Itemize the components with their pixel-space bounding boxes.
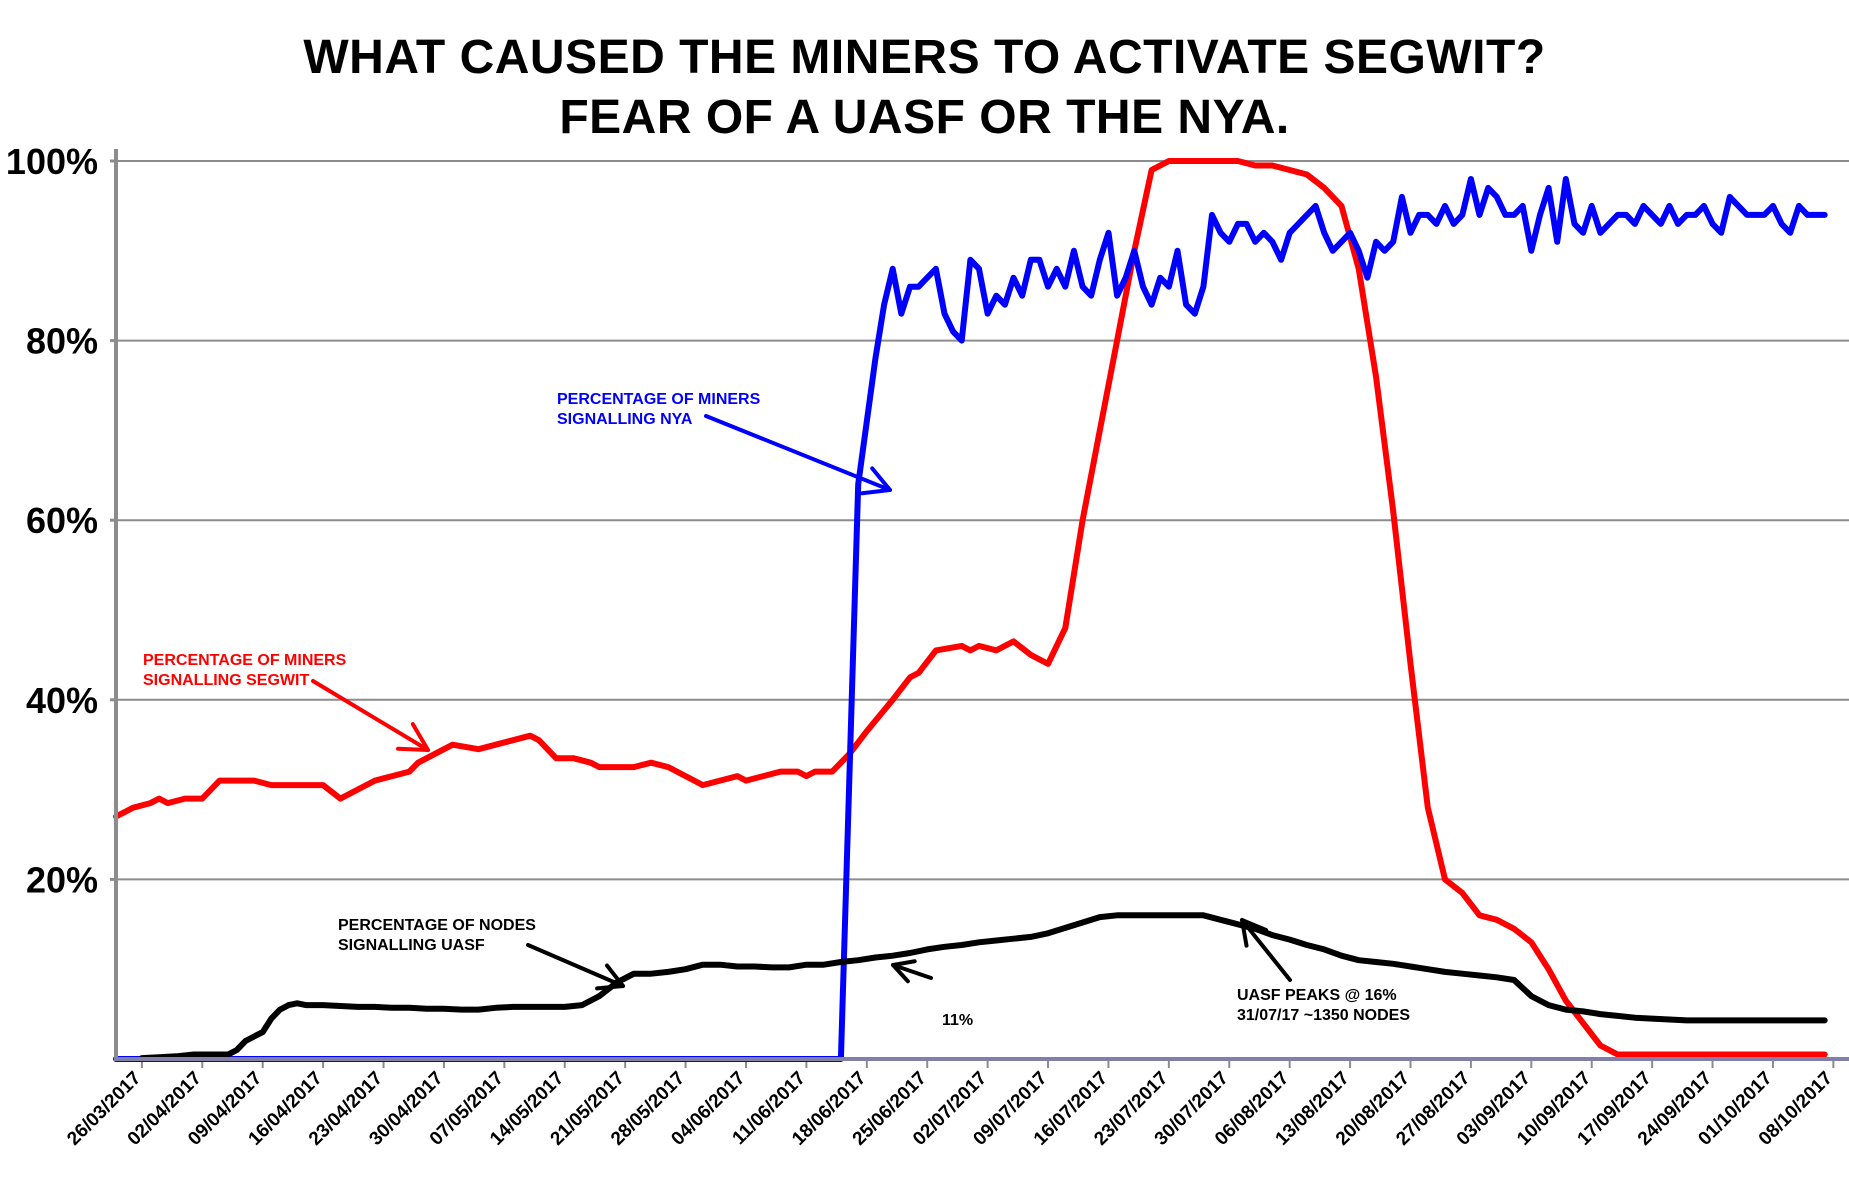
nya-annotation: PERCENTAGE OF MINERS SIGNALLING NYA	[557, 391, 761, 428]
annotations: PERCENTAGE OF MINERS SIGNALLING NYAPERCEN…	[143, 391, 1410, 1029]
y-tick-label: 100%	[6, 141, 98, 182]
annotation-line: SIGNALLING NYA	[557, 411, 693, 428]
chart-subtitle: FEAR OF A UASF OR THE NYA.	[559, 91, 1290, 144]
series-lines	[113, 158, 1828, 1062]
annotation-line: 31/07/17 ~1350 NODES	[1237, 1007, 1410, 1024]
nya-arrow	[704, 414, 892, 496]
arrow-head	[595, 963, 625, 991]
uasf-11-percent-annotation: 11%	[942, 1012, 973, 1029]
segwit-arrow	[311, 679, 430, 752]
chart-title: WHAT CAUSED THE MINERS TO ACTIVATE SEGWI…	[303, 31, 1546, 84]
grid-lines	[116, 160, 1849, 881]
arrow-shaft	[1240, 918, 1292, 982]
y-tick-label: 40%	[26, 680, 98, 721]
arrow-shaft	[311, 679, 430, 752]
chart-title-block: WHAT CAUSED THE MINERS TO ACTIVATE SEGWI…	[0, 28, 1849, 148]
segwit-annotation: PERCENTAGE OF MINERS SIGNALLING SEGWIT	[143, 652, 347, 689]
uasf-arrow	[526, 943, 625, 991]
annotation-line: PERCENTAGE OF MINERS	[557, 391, 761, 408]
annotation-line: SIGNALLING SEGWIT	[143, 672, 309, 689]
arrow-head	[891, 959, 917, 984]
annotation-line: PERCENTAGE OF MINERS	[143, 652, 347, 669]
11-percent-arrow	[891, 959, 933, 984]
uasf-peak-arrow	[1240, 918, 1292, 982]
arrow-shaft	[704, 414, 892, 492]
arrow-shaft	[526, 943, 625, 988]
y-tick-label: 60%	[26, 500, 98, 541]
nya-series-line	[113, 176, 1828, 1062]
y-tick-label: 20%	[26, 859, 98, 900]
annotation-line: UASF PEAKS @ 16%	[1237, 987, 1397, 1004]
uasf-annotation: PERCENTAGE OF NODES SIGNALLING UASF	[338, 917, 536, 954]
arrow-shaft	[891, 963, 933, 980]
annotation-line: SIGNALLING UASF	[338, 937, 485, 954]
annotation-line: 11%	[942, 1012, 973, 1029]
arrow-head	[396, 722, 430, 752]
uasf-series-line	[138, 912, 1828, 1062]
annotation-line: PERCENTAGE OF NODES	[338, 917, 536, 934]
x-axis-ticks: 26/03/201702/04/201709/04/201716/04/2017…	[63, 1059, 1837, 1150]
segwit-series-line	[113, 158, 1828, 1058]
uasf-peak-annotation: UASF PEAKS @ 16% 31/07/17 ~1350 NODES	[1237, 987, 1410, 1024]
y-axis-ticks: 20% 40% 60% 80% 100%	[6, 141, 116, 900]
y-tick-label: 80%	[26, 321, 98, 362]
arrow-head	[1240, 918, 1268, 948]
axes	[114, 149, 1849, 1061]
arrow-head	[860, 466, 892, 496]
